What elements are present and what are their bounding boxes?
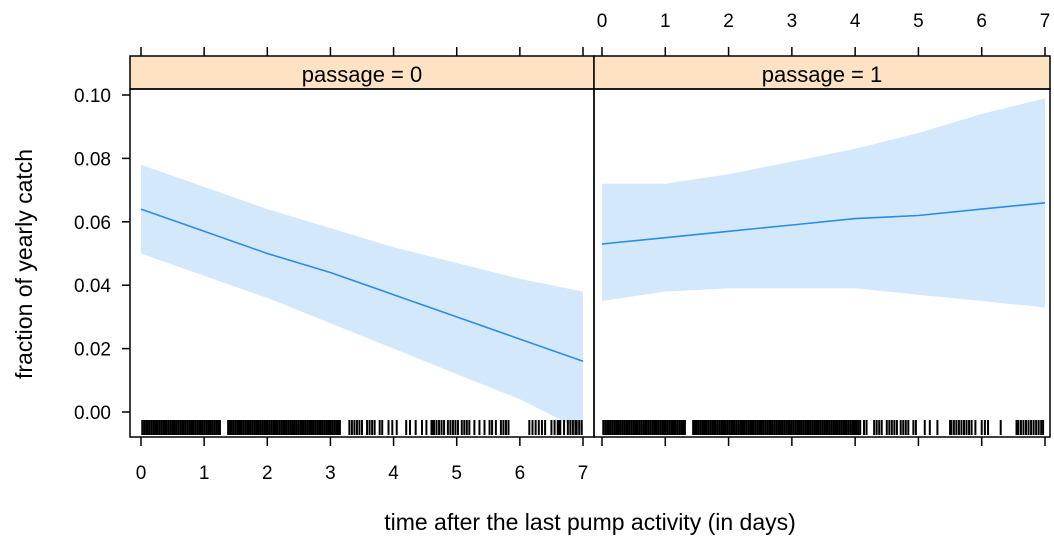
x-tick-label: 1 xyxy=(660,11,671,32)
y-tick-label: 0.08 xyxy=(74,149,111,170)
x-tick-label: 6 xyxy=(976,11,987,32)
y-tick-label: 0.06 xyxy=(74,213,111,234)
x-tick-label: 0 xyxy=(136,463,147,484)
panel-strip xyxy=(593,55,1051,90)
x-tick-label: 3 xyxy=(325,463,336,484)
x-tick-label: 4 xyxy=(850,11,861,32)
y-tick-label: 0.00 xyxy=(74,403,111,424)
panel-strip-label: passage = 1 xyxy=(762,62,882,87)
x-tick-label: 7 xyxy=(578,463,589,484)
x-tick-label: 4 xyxy=(388,463,399,484)
confidence-band xyxy=(141,164,583,431)
fit-line xyxy=(140,208,584,363)
x-tick-label: 6 xyxy=(515,463,526,484)
x-tick-label: 2 xyxy=(723,11,734,32)
y-tick-label: 0.02 xyxy=(74,340,111,361)
x-tick-label: 5 xyxy=(451,463,462,484)
y-tick-label: 0.10 xyxy=(74,86,111,107)
y-tick-label: 0.04 xyxy=(74,276,111,297)
y-axis-label: fraction of yearly catch xyxy=(11,149,37,379)
panel-border xyxy=(593,88,1051,438)
x-tick-label: 1 xyxy=(199,463,210,484)
panel-strip-label: passage = 0 xyxy=(302,62,422,87)
panel-strip xyxy=(129,55,595,90)
confidence-band xyxy=(602,98,1045,308)
x-tick-label: 2 xyxy=(262,463,273,484)
x-axis-label: time after the last pump activity (in da… xyxy=(384,509,796,535)
x-tick-label: 0 xyxy=(597,11,608,32)
x-tick-label: 5 xyxy=(913,11,924,32)
fit-line xyxy=(601,202,1046,245)
x-tick-label: 3 xyxy=(787,11,798,32)
x-tick-label: 7 xyxy=(1040,11,1051,32)
